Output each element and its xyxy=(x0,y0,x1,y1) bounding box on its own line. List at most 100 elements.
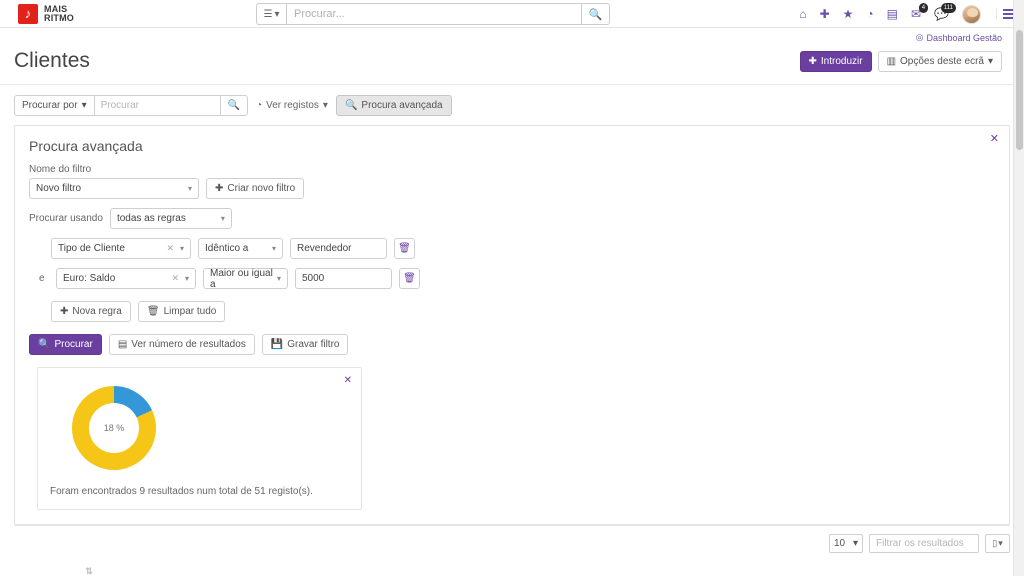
sort-icon: ⇅ xyxy=(85,566,93,576)
notifications-badge: 111 xyxy=(940,3,956,13)
delete-rule-button[interactable]: 🗑 xyxy=(394,238,415,259)
avatar[interactable] xyxy=(962,4,981,24)
clock-icon[interactable]: ◔ xyxy=(866,7,874,21)
global-search: ☰▾ 🔍 xyxy=(256,3,610,25)
close-icon[interactable]: ✕ xyxy=(343,375,352,386)
report-icon: ▤ xyxy=(117,339,128,350)
filter-name-row: Novo filtro ▾ ✚ Criar novo filtro xyxy=(29,178,995,199)
chevron-down-icon: ▾ xyxy=(187,184,192,193)
rule-field-value: Euro: Saldo xyxy=(63,273,116,284)
rule-value-input[interactable] xyxy=(290,238,387,259)
filter-name-value: Novo filtro xyxy=(36,183,82,194)
results-summary-card: ✕ 18 % Foram encontrados 9 resultados nu… xyxy=(37,367,362,510)
calendar-icon[interactable]: ▤ xyxy=(886,7,898,21)
quick-search-input[interactable] xyxy=(94,95,220,116)
filter-results-input[interactable] xyxy=(869,534,979,553)
chevron-down-icon: ▾ xyxy=(276,274,281,283)
page-size-select[interactable]: 10 ▾ xyxy=(829,534,863,553)
view-records-button[interactable]: ◔ Ver registos ▾ xyxy=(256,100,328,111)
rule-field-value: Tipo de Cliente xyxy=(58,243,125,254)
search-using-label: Procurar usando xyxy=(29,213,103,224)
chevron-down-icon: ▾ xyxy=(274,8,280,20)
chevron-down-icon: ▾ xyxy=(998,538,1003,548)
view-records-label: Ver registos xyxy=(266,100,319,111)
clear-all-button[interactable]: 🗑 Limpar tudo xyxy=(137,301,226,322)
rule-operator-value: Idêntico a xyxy=(205,243,249,254)
page-title: Clientes xyxy=(14,49,90,72)
main-menu-icon[interactable] xyxy=(996,9,1016,19)
search-by-dropdown[interactable]: Procurar por ▾ xyxy=(14,95,95,116)
save-filter-button[interactable]: 💾 Gravar filtro xyxy=(261,334,349,355)
columns-icon: ▯ xyxy=(992,538,998,548)
close-icon[interactable]: ✕ xyxy=(989,133,999,145)
advanced-search-title: Procura avançada xyxy=(29,138,143,154)
breadcrumb-row: ◎ Dashboard Gestão xyxy=(0,28,1024,43)
count-results-button[interactable]: ▤ Ver número de resultados xyxy=(108,334,255,355)
plus-icon: ✚ xyxy=(60,306,69,317)
breadcrumb[interactable]: ◎ Dashboard Gestão xyxy=(916,32,1002,43)
create-filter-button[interactable]: ✚ Criar novo filtro xyxy=(206,178,305,199)
chevron-down-icon: ▾ xyxy=(271,244,276,253)
top-scroll-spacer xyxy=(1013,0,1024,28)
search-button[interactable]: 🔍 Procurar xyxy=(29,334,102,355)
save-icon: 💾 xyxy=(270,339,284,350)
rule-operator-value: Maior ou igual a xyxy=(210,267,273,290)
home-icon[interactable]: ⌂ xyxy=(799,7,807,21)
rule-operator-select[interactable]: Idêntico a ▾ xyxy=(198,238,283,259)
advanced-search-panel: ✕ Procura avançada Nome do filtro Novo f… xyxy=(14,125,1010,525)
plus-icon: ✚ xyxy=(215,183,224,194)
search-scope-dropdown[interactable]: ☰ ▾ xyxy=(256,3,286,25)
rule-field-select[interactable]: Tipo de Cliente ✕ ▾ xyxy=(51,238,191,259)
app-logo[interactable]: ♪ MAIS RITMO xyxy=(18,3,74,24)
search-button-label: Procurar xyxy=(54,339,93,350)
results-table: ⇅ Zona do Cliente Nome do Cliente Nº Con… xyxy=(14,561,1010,576)
trash-icon: 🗑 xyxy=(146,306,160,317)
logo-text-line1: MAIS xyxy=(44,3,68,14)
page-scrollbar-thumb[interactable] xyxy=(1016,30,1023,150)
chevron-down-icon: ▾ xyxy=(987,55,993,67)
messages-icon[interactable]: ✉ 4 xyxy=(911,3,929,20)
new-rule-label: Nova regra xyxy=(72,306,122,317)
delete-rule-button[interactable]: 🗑 xyxy=(399,268,420,289)
chevron-down-icon: ▾ xyxy=(322,100,328,111)
rule-actions: ✚ Nova regra 🗑 Limpar tudo xyxy=(29,301,995,322)
top-icon-bar: ⌂ ✚ ★ ◔ ▤ ✉ 4 💬 111 xyxy=(799,0,1016,28)
rule-field-select[interactable]: Euro: Saldo ✕ ▾ xyxy=(56,268,196,289)
search-using-select[interactable]: todas as regras ▾ xyxy=(109,208,232,229)
search-using-row: Procurar usando todas as regras ▾ xyxy=(29,208,995,229)
advanced-search-button[interactable]: 🔍 Procura avançada xyxy=(335,95,452,116)
sort-spacer xyxy=(168,561,1010,576)
new-rule-button[interactable]: ✚ Nova regra xyxy=(51,301,131,322)
quick-search-button[interactable]: 🔍 xyxy=(219,95,249,116)
notifications-icon[interactable]: 💬 111 xyxy=(934,3,956,20)
dashboard-icon: ◎ xyxy=(915,32,924,42)
chevron-down-icon: ▾ xyxy=(81,100,87,111)
search-submit-button[interactable]: 🔍 xyxy=(582,3,610,25)
logo-text-line2: RITMO xyxy=(44,12,74,23)
star-icon[interactable]: ★ xyxy=(842,7,854,21)
top-navigation-bar: ♪ MAIS RITMO ☰▾ 🔍 ⌂ ✚ ★ ◔ ▤ ✉ 4 💬 xyxy=(0,0,1024,28)
results-table-area: 10 ▾ ▯ ▾ ⇅ xyxy=(14,525,1010,576)
list-icon: ☰ xyxy=(263,8,273,20)
clear-icon[interactable]: ✕ xyxy=(166,243,174,253)
column-chooser-button[interactable]: ▯ ▾ xyxy=(985,534,1010,553)
screen-options-label: Opções deste ecrã xyxy=(900,55,984,67)
rule-value-input[interactable] xyxy=(295,268,392,289)
quick-search-group: Procurar por ▾ 🔍 xyxy=(14,95,249,116)
page-header-actions: ✚ Introduzir ▥ Opções deste ecrã ▾ xyxy=(799,50,1002,72)
screen-options-button[interactable]: ▥ Opções deste ecrã ▾ xyxy=(877,50,1002,72)
clock-icon: ◔ xyxy=(256,100,263,111)
clear-icon[interactable]: ✕ xyxy=(171,273,179,283)
sort-indicator-nome[interactable]: ⇅ xyxy=(75,561,169,576)
filter-name-select[interactable]: Novo filtro ▾ xyxy=(29,178,199,199)
filter-name-label: Nome do filtro xyxy=(29,164,92,175)
introduce-button[interactable]: ✚ Introduzir xyxy=(799,50,872,72)
rule-operator-select[interactable]: Maior ou igual a ▾ xyxy=(203,267,288,290)
page-scrollbar[interactable] xyxy=(1013,28,1024,576)
plus-icon[interactable]: ✚ xyxy=(819,7,830,21)
global-search-input[interactable] xyxy=(286,3,582,25)
search-icon: 🔍 xyxy=(227,100,241,111)
search-icon: 🔍 xyxy=(588,8,603,21)
trash-icon: 🗑 xyxy=(398,243,411,254)
results-donut-chart: 18 % xyxy=(72,386,156,470)
